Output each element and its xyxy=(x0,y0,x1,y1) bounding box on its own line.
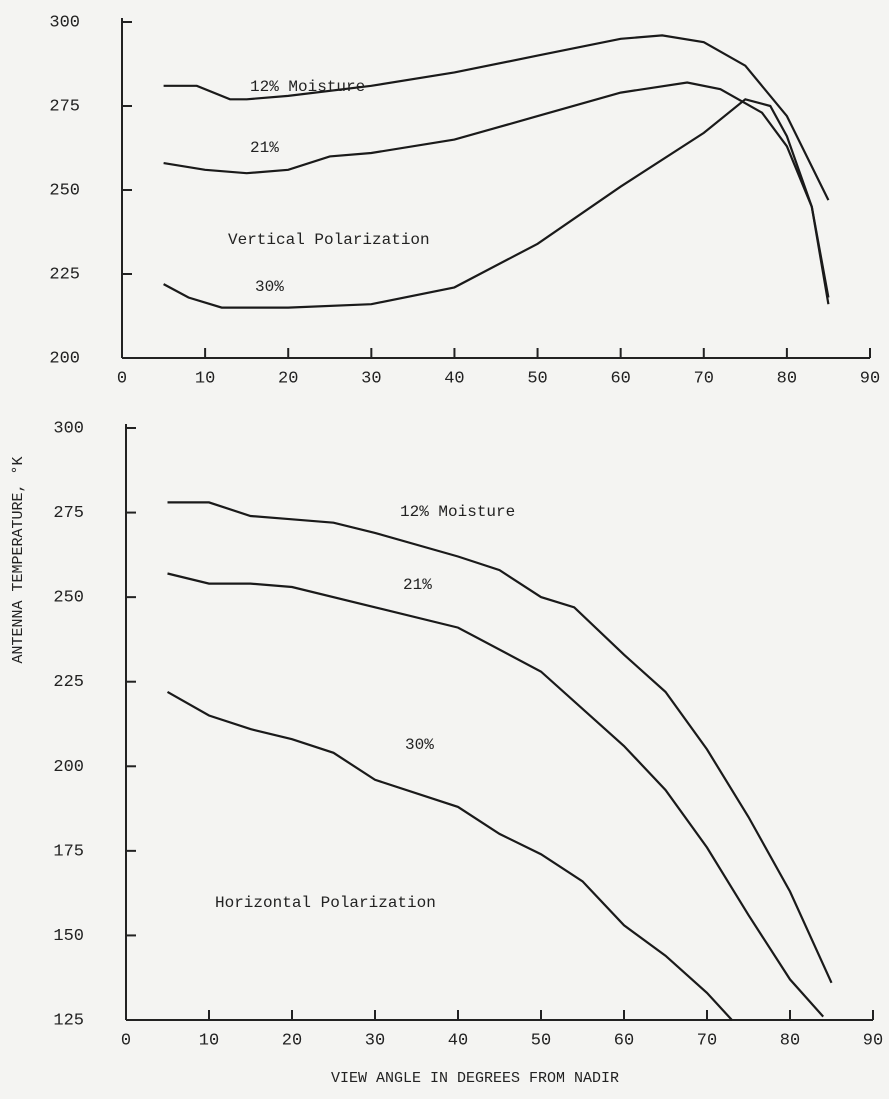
x-tick-label: 20 xyxy=(278,369,298,388)
x-axis-label: VIEW ANGLE IN DEGREES FROM NADIR xyxy=(331,1070,619,1087)
y-tick-label: 200 xyxy=(53,758,84,777)
y-tick-label: 250 xyxy=(49,181,80,200)
y-tick-label: 200 xyxy=(49,349,80,368)
curve xyxy=(167,501,833,984)
x-tick-label: 80 xyxy=(777,369,797,388)
x-tick-label: 40 xyxy=(448,1031,468,1050)
y-tick-label: 150 xyxy=(53,927,84,946)
x-tick-label: 60 xyxy=(610,369,630,388)
x-tick-label: 60 xyxy=(614,1031,634,1050)
curve xyxy=(163,98,830,309)
x-tick-label: 30 xyxy=(361,369,381,388)
x-tick-label: 80 xyxy=(780,1031,800,1050)
y-tick-label: 250 xyxy=(53,589,84,608)
annotation: 21% xyxy=(403,576,432,594)
x-tick-label: 0 xyxy=(121,1031,131,1050)
curve xyxy=(163,81,830,298)
x-tick-label: 50 xyxy=(531,1031,551,1050)
curve xyxy=(163,34,830,201)
y-tick-label: 225 xyxy=(53,673,84,692)
annotation: 21% xyxy=(250,139,279,157)
x-tick-label: 0 xyxy=(117,369,127,388)
x-tick-label: 10 xyxy=(195,369,215,388)
annotation: 12% Moisture xyxy=(250,78,365,96)
x-tick-label: 90 xyxy=(860,369,880,388)
x-tick-label: 20 xyxy=(282,1031,302,1050)
y-tick-label: 300 xyxy=(49,13,80,32)
x-tick-label: 40 xyxy=(444,369,464,388)
y-tick-label: 275 xyxy=(49,97,80,116)
x-tick-label: 10 xyxy=(199,1031,219,1050)
y-tick-label: 225 xyxy=(49,265,80,284)
annotation: Vertical Polarization xyxy=(228,231,430,249)
x-tick-label: 30 xyxy=(365,1031,385,1050)
y-tick-label: 275 xyxy=(53,504,84,523)
curve xyxy=(167,572,825,1018)
y-axis-label: ANTENNA TEMPERATURE, °K xyxy=(10,456,27,663)
annotation: 30% xyxy=(255,278,284,296)
y-tick-label: 125 xyxy=(53,1011,84,1030)
x-tick-label: 70 xyxy=(697,1031,717,1050)
annotation: Horizontal Polarization xyxy=(215,894,436,912)
x-tick-label: 70 xyxy=(694,369,714,388)
y-tick-label: 300 xyxy=(53,419,84,438)
x-tick-label: 90 xyxy=(863,1031,883,1050)
curve xyxy=(166,690,733,1021)
annotation: 30% xyxy=(405,736,434,754)
x-tick-label: 50 xyxy=(527,369,547,388)
y-tick-label: 175 xyxy=(53,842,84,861)
annotation: 12% Moisture xyxy=(400,503,515,521)
